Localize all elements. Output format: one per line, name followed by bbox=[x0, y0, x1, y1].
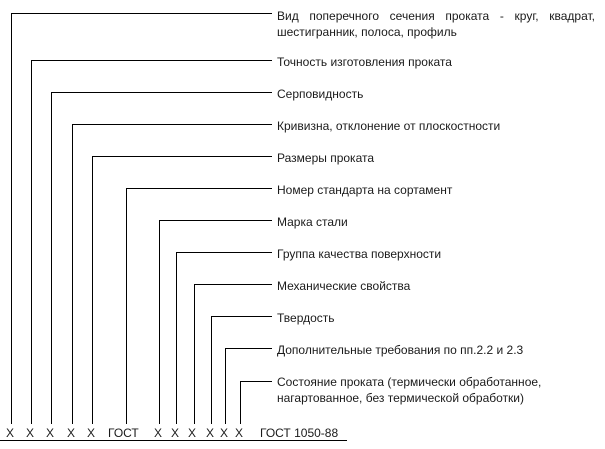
placeholder-gost: ГОСТ bbox=[108, 426, 139, 440]
placeholder-mechanical-properties: Х bbox=[188, 426, 197, 440]
placeholder-surface-quality: Х bbox=[171, 426, 180, 440]
placeholder-dimensions: Х bbox=[87, 426, 96, 440]
placeholder-hardness: Х bbox=[206, 426, 215, 440]
label-surface-quality: Группа качества поверхности bbox=[277, 247, 442, 261]
leader-precision bbox=[31, 60, 272, 424]
label-additional-requirements: Дополнительные требования по пп.2.2 и 2.… bbox=[277, 343, 524, 357]
leader-camber bbox=[51, 92, 272, 424]
leader-mechanical-properties bbox=[194, 284, 272, 424]
label-mechanical-properties: Механические свойства bbox=[277, 279, 411, 293]
label-rolled-state: Состояние проката (термически обработанн… bbox=[277, 375, 542, 405]
placeholder-precision: Х bbox=[26, 426, 35, 440]
leader-additional-requirements bbox=[225, 348, 272, 424]
label-steel-grade: Марка стали bbox=[277, 215, 348, 229]
placeholder-additional-requirements: Х bbox=[220, 426, 229, 440]
leader-hardness bbox=[211, 316, 272, 424]
leader-dimensions bbox=[92, 156, 272, 424]
label-camber: Серповидность bbox=[277, 87, 364, 101]
leader-section-type bbox=[11, 13, 272, 424]
label-curvature: Кривизна, отклонение от плоскостности bbox=[277, 119, 501, 133]
baseline-underline bbox=[0, 440, 347, 441]
label-precision: Точность изготовления проката bbox=[277, 55, 452, 69]
leader-standard-number bbox=[126, 188, 272, 424]
placeholder-rolled-state: Х bbox=[235, 426, 244, 440]
leader-curvature bbox=[72, 124, 272, 424]
label-standard-number: Номер стандарта на сортамент bbox=[277, 183, 453, 197]
label-dimensions: Размеры проката bbox=[277, 151, 375, 165]
leader-surface-quality bbox=[176, 252, 272, 424]
placeholder-camber: Х bbox=[46, 426, 55, 440]
leader-rolled-state bbox=[240, 381, 272, 424]
label-section-type: Вид поперечного сечения проката - круг, … bbox=[277, 9, 595, 39]
leader-steel-grade bbox=[159, 220, 272, 424]
placeholder-section-type: Х bbox=[6, 426, 15, 440]
gost-1050-88: ГОСТ 1050-88 bbox=[260, 426, 339, 440]
label-hardness: Твердость bbox=[277, 311, 335, 325]
placeholder-steel-grade: Х bbox=[154, 426, 163, 440]
placeholder-curvature: Х bbox=[67, 426, 76, 440]
